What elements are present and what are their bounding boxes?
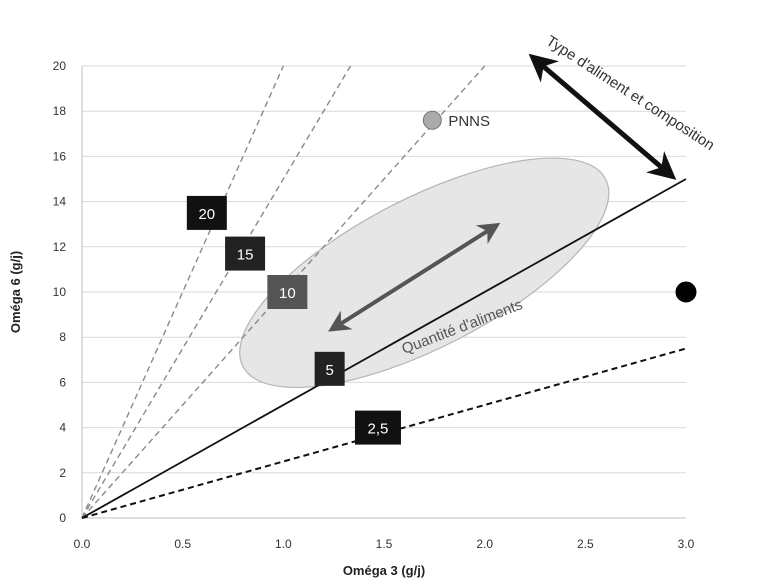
ratio-label-text: 5 [325, 362, 333, 379]
ratio-label-text: 15 [237, 247, 254, 264]
y-axis-title: Oméga 6 (g/j) [8, 251, 23, 333]
y-tick-label: 12 [53, 240, 67, 254]
ratio-line-20 [81, 65, 284, 519]
pnns-label: PNNS [448, 113, 490, 130]
ratio-label-text: 2,5 [368, 421, 389, 438]
ratio-label-box [354, 410, 401, 445]
tick-labels: 0.0 0.5 1.0 1.5 2.0 2.5 3.0 0 2 4 6 8 10 12 14 16 18 20 [53, 59, 695, 551]
x-tick-label: 2.5 [577, 537, 594, 551]
ratio-label-box [267, 275, 308, 309]
axes [81, 66, 686, 519]
y-tick-label: 14 [53, 195, 67, 209]
x-tick-label: 1.5 [376, 537, 393, 551]
ratio-labels: 20 15 10 5 2,5 [186, 195, 401, 445]
x-tick-label: 0.0 [74, 537, 91, 551]
y-tick-label: 10 [53, 285, 67, 299]
pnns-point [422, 110, 442, 130]
ratio-label-text: 20 [198, 206, 215, 223]
ratio-line-15 [81, 65, 352, 519]
y-tick-label: 20 [53, 59, 67, 73]
ratio-line-5 [81, 178, 687, 519]
y-tick-label: 4 [59, 421, 66, 435]
type-composition-arrow [528, 53, 677, 180]
y-tick-label: 8 [59, 330, 66, 344]
x-tick-label: 0.5 [174, 537, 191, 551]
y-tick-label: 6 [59, 375, 66, 389]
x-tick-label: 3.0 [678, 537, 695, 551]
x-tick-label: 1.0 [275, 537, 292, 551]
axis-titles: Oméga 3 (g/j) Oméga 6 (g/j) [8, 251, 425, 578]
y-tick-label: 0 [59, 511, 66, 525]
ratio-label-box [225, 236, 266, 271]
ratio-label-box [186, 195, 227, 230]
y-tick-label: 18 [53, 104, 67, 118]
type-composition-label: Type d'aliment et composition [543, 32, 718, 154]
y-tick-label: 2 [59, 466, 66, 480]
quantity-arrow [328, 222, 501, 332]
x-axis-title: Oméga 3 (g/j) [343, 563, 425, 578]
y-tick-label: 16 [53, 149, 67, 163]
x-tick-label: 2.0 [476, 537, 493, 551]
ratio-label-text: 10 [279, 285, 296, 302]
points: PNNS [422, 110, 697, 303]
ratio-label-box [314, 351, 345, 386]
reference-point [675, 281, 697, 303]
